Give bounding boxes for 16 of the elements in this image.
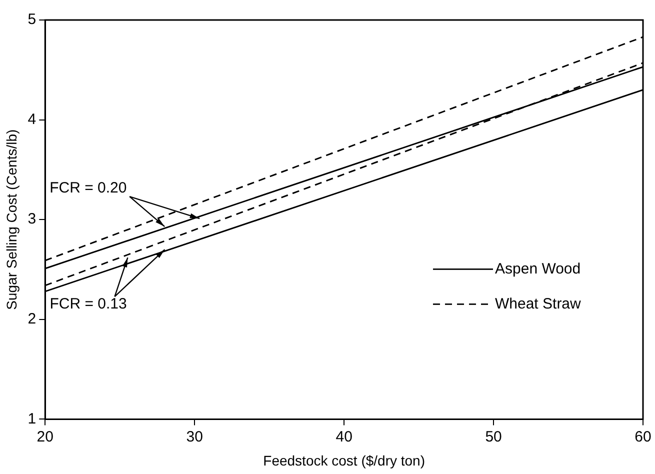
annotation: FCR = 0.13 <box>50 296 127 313</box>
y-tick-label: 1 <box>28 410 36 428</box>
y-tick-label: 5 <box>28 11 36 28</box>
y-tick-label: 3 <box>28 210 36 228</box>
y-tick-label: 2 <box>28 310 36 328</box>
x-tick-label: 40 <box>336 428 352 446</box>
x-tick-label: 60 <box>634 428 652 446</box>
x-axis-title: Feedstock cost ($/dry ton) <box>263 452 425 468</box>
x-tick-label: 20 <box>36 428 54 446</box>
annotation: FCR = 0.20 <box>50 180 127 197</box>
legend-label: Wheat Straw <box>495 295 582 312</box>
y-axis-title: Sugar Selling Cost (Cents/lb) <box>3 129 20 310</box>
x-tick-label: 30 <box>186 428 203 446</box>
legend-label: Aspen Wood <box>495 260 581 278</box>
x-tick-label: 50 <box>485 428 502 446</box>
y-tick-label: 4 <box>28 110 36 128</box>
